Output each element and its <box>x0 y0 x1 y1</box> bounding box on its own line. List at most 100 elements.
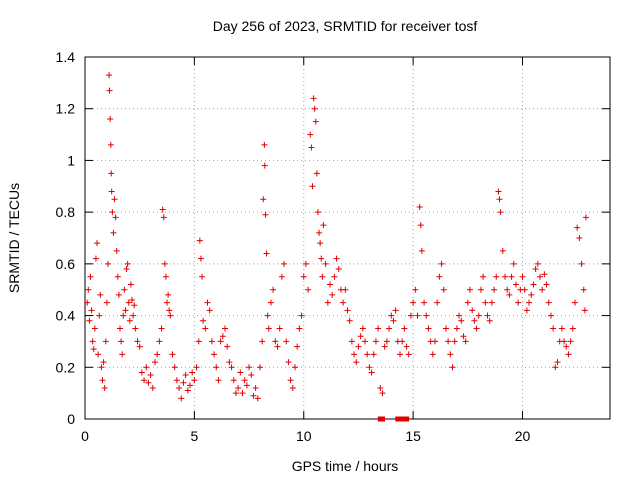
data-point <box>96 312 103 319</box>
data-point <box>379 390 386 397</box>
data-point <box>576 235 583 241</box>
data-point <box>362 338 368 345</box>
data-point <box>418 247 425 254</box>
data-point <box>554 359 561 366</box>
data-point <box>86 317 93 324</box>
data-point <box>287 377 294 384</box>
zero-marker-point <box>380 416 385 422</box>
data-point <box>158 325 165 332</box>
data-point <box>224 343 231 350</box>
data-point <box>475 312 482 319</box>
data-point <box>537 273 543 280</box>
data-point <box>169 351 176 358</box>
data-point <box>383 338 390 345</box>
zero-marker-point <box>399 416 405 422</box>
data-point <box>202 325 209 332</box>
data-point <box>114 273 121 280</box>
data-point <box>106 87 113 94</box>
data-point <box>141 377 148 384</box>
data-point <box>375 325 382 332</box>
x-tick-label: 10 <box>296 428 312 444</box>
data-point <box>126 317 133 324</box>
data-point <box>515 299 522 306</box>
data-point <box>340 299 347 306</box>
data-point <box>264 312 271 319</box>
data-point <box>92 255 99 262</box>
data-point <box>182 372 189 379</box>
data-point <box>368 369 375 376</box>
data-point <box>88 307 95 314</box>
data-point <box>99 377 106 384</box>
data-point <box>329 291 336 298</box>
data-point <box>569 325 576 332</box>
data-point <box>324 299 331 306</box>
data-point <box>300 273 307 280</box>
data-point <box>178 395 185 402</box>
data-point <box>232 390 239 397</box>
data-point <box>298 312 305 319</box>
data-point <box>123 266 130 273</box>
data-point <box>118 338 125 345</box>
data-point <box>442 325 449 332</box>
data-point <box>528 291 535 298</box>
data-point <box>103 299 110 306</box>
data-point <box>296 325 303 332</box>
data-point <box>226 359 233 366</box>
data-point <box>366 364 373 371</box>
data-point <box>445 338 452 345</box>
data-point <box>243 382 250 389</box>
data-point <box>523 307 530 314</box>
data-point <box>434 299 441 306</box>
data-point <box>184 387 191 394</box>
data-point <box>496 196 503 203</box>
data-point <box>167 312 174 319</box>
data-point <box>581 307 588 314</box>
data-point <box>502 273 508 280</box>
data-point <box>102 338 109 345</box>
data-point <box>156 338 163 345</box>
data-point <box>110 229 117 236</box>
data-point <box>228 364 235 371</box>
data-point <box>491 286 498 293</box>
data-point <box>108 188 115 195</box>
data-point <box>423 312 430 319</box>
data-point <box>230 377 237 384</box>
y-tick-label: 0.6 <box>56 256 76 272</box>
data-point <box>165 291 172 298</box>
data-point <box>283 338 290 345</box>
data-point <box>486 317 493 324</box>
data-point <box>84 299 91 306</box>
data-point <box>499 247 506 254</box>
x-tick-label: 15 <box>405 428 421 444</box>
data-point <box>436 273 443 280</box>
data-point <box>471 317 478 324</box>
data-point <box>136 343 143 350</box>
axis-ticks: 0 0.2 0.4 0.6 0.8 1 1.2 1.4 0 5 10 15 20 <box>56 49 610 444</box>
data-point <box>171 364 178 371</box>
data-point <box>241 377 248 384</box>
data-point <box>274 343 281 350</box>
data-point <box>254 395 261 402</box>
data-point <box>152 359 158 366</box>
data-point <box>129 297 136 304</box>
data-point <box>580 286 587 293</box>
data-point <box>440 286 447 293</box>
data-point <box>89 338 96 345</box>
data-point <box>246 364 253 371</box>
data-point <box>311 105 318 112</box>
data-point <box>447 351 454 358</box>
data-point <box>196 237 203 244</box>
data-point <box>421 299 428 306</box>
data-point <box>388 312 395 319</box>
data-point <box>97 291 104 298</box>
data-point <box>115 291 122 298</box>
y-tick-label: 0 <box>67 411 75 427</box>
data-point <box>351 351 358 358</box>
data-point <box>143 364 150 371</box>
data-point <box>302 260 309 267</box>
data-point <box>237 369 244 376</box>
data-point <box>521 286 528 293</box>
data-point <box>458 317 465 324</box>
y-tick-label: 1.4 <box>56 49 76 65</box>
data-point <box>346 317 353 324</box>
